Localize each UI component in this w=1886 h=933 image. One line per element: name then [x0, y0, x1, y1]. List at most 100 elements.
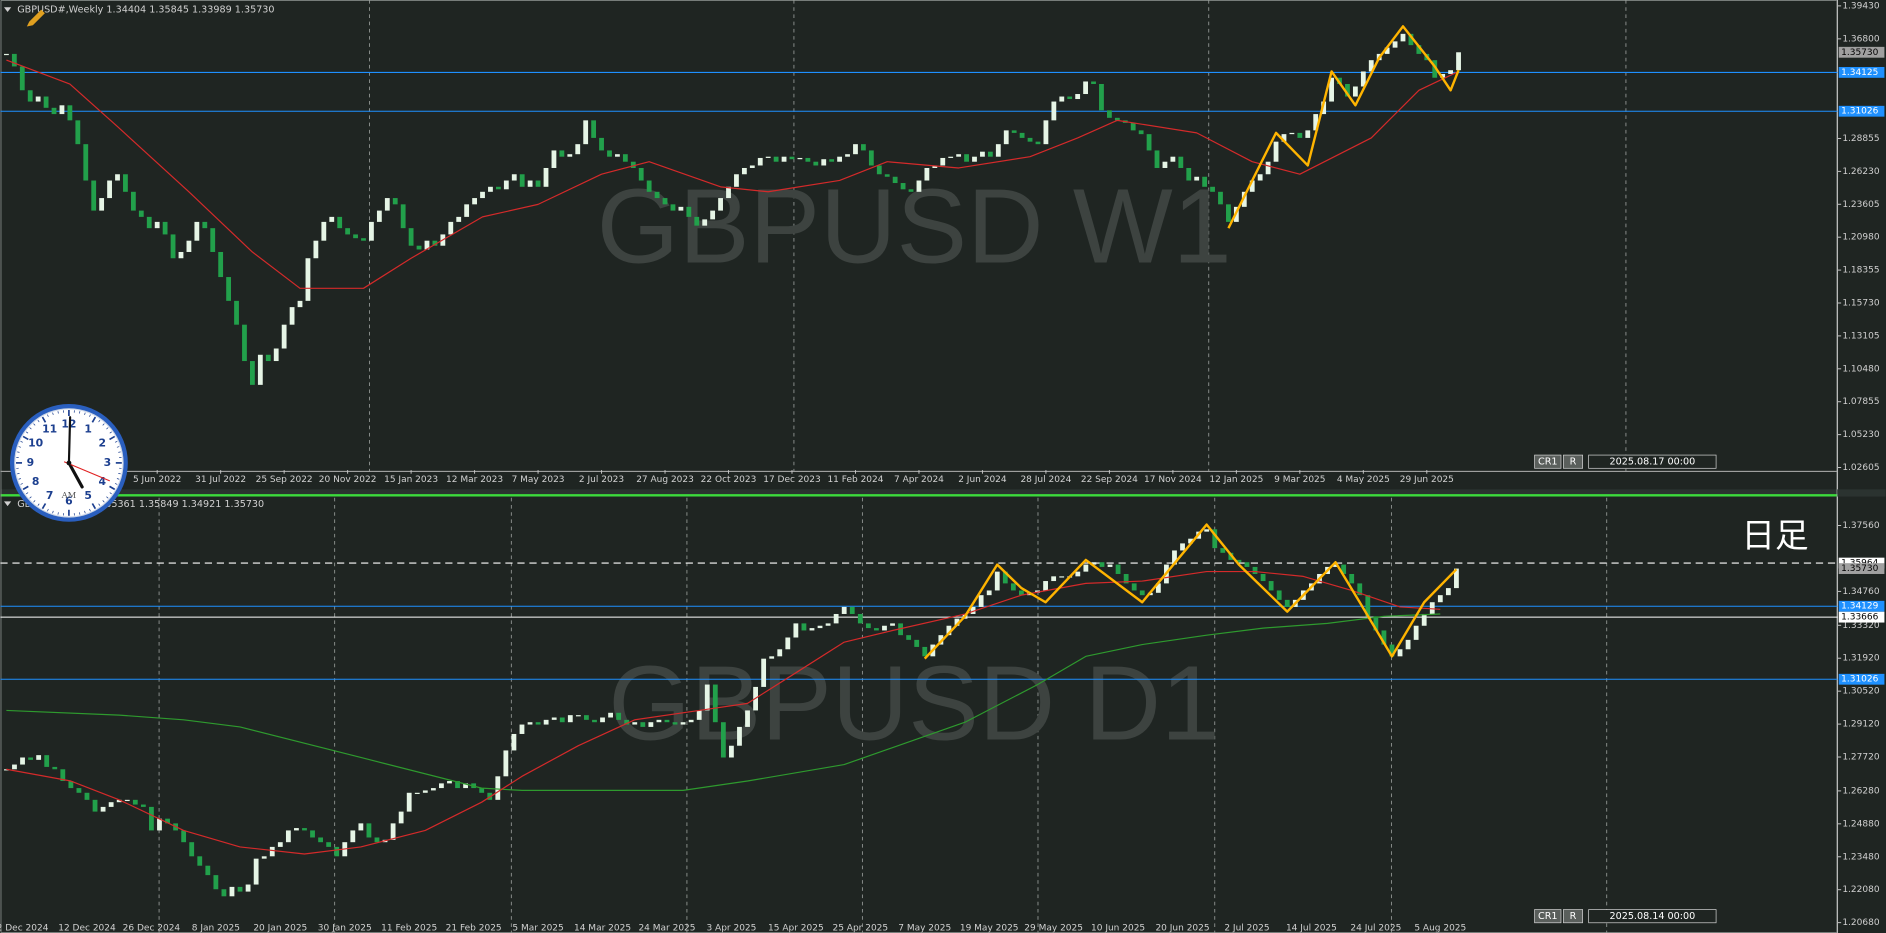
candle-body — [116, 799, 122, 803]
clock-tick — [37, 419, 40, 423]
candle-body — [615, 154, 620, 157]
candle-body — [123, 174, 128, 192]
candle-body — [1138, 130, 1144, 135]
candle-body — [599, 137, 604, 151]
candle-body — [384, 198, 390, 211]
candle-body — [1413, 625, 1419, 640]
candle-body — [535, 180, 541, 187]
menu-triangle — [3, 501, 12, 507]
candle-body — [234, 300, 239, 325]
candle-body — [1352, 86, 1358, 97]
candle-body — [646, 180, 652, 192]
candle-body — [1260, 573, 1266, 582]
candle-body — [448, 221, 454, 235]
candle-body — [761, 658, 767, 687]
x-tick-label: 7 Apr 2024 — [894, 475, 944, 485]
indicator-line — [6, 59, 1459, 289]
candle-body — [149, 806, 154, 831]
candle-body — [302, 828, 307, 831]
candle-body — [932, 165, 938, 168]
candle-body — [205, 865, 211, 876]
price-label-box — [1838, 105, 1885, 117]
clock-tick — [91, 416, 97, 423]
candle-body — [672, 722, 678, 725]
candle-body — [345, 228, 351, 235]
candle-body — [1170, 156, 1176, 162]
candle-body — [464, 204, 470, 217]
clock-numeral: 6 — [65, 494, 73, 507]
clock-tick — [33, 500, 36, 503]
clock-tick — [109, 435, 116, 441]
clock-tick — [33, 423, 36, 426]
indicator-line — [6, 570, 1441, 855]
clock-tick — [37, 503, 40, 506]
candle-body — [400, 204, 406, 229]
candle-body — [456, 216, 462, 222]
price-label-box — [1838, 557, 1885, 569]
candle-body — [916, 180, 922, 192]
candle-body — [906, 635, 912, 640]
candle-body — [726, 186, 731, 199]
candle-body — [392, 198, 398, 205]
candle-body — [170, 234, 176, 259]
candle-body — [1123, 573, 1129, 584]
candle-body — [1180, 543, 1185, 551]
candle-body — [1384, 47, 1390, 54]
candle-body — [1381, 630, 1387, 645]
candle-body — [28, 757, 33, 760]
candle-body — [229, 886, 235, 897]
x-tick-label: 30 Jan 2025 — [318, 924, 372, 933]
clock-tick — [29, 496, 32, 499]
candle-body — [813, 161, 819, 166]
candle-body — [242, 324, 247, 362]
y-tick-label: 1.05230 — [1842, 430, 1879, 440]
candle-body — [479, 788, 485, 793]
chart-header: GBPUSD#,Daily 1.35361 1.35849 1.34921 1.… — [17, 499, 264, 510]
candle-body — [1010, 583, 1016, 591]
candle-body — [1345, 83, 1350, 97]
candle-body — [817, 625, 823, 629]
candle-body — [197, 856, 203, 866]
candle-body — [686, 206, 692, 217]
candle-body — [416, 245, 422, 250]
candle-body — [398, 811, 404, 824]
candle-body — [455, 781, 460, 789]
candle-body — [226, 277, 232, 301]
candle-body — [757, 157, 763, 166]
candle-body — [1067, 96, 1073, 100]
chart-panel: GBPUSD W1 1.39430 1.36800 1.28855 1.26230 1.2… — [0, 1, 1885, 485]
price-label: 1.35730 — [1841, 48, 1878, 58]
x-tick-label: 20 Nov 2022 — [319, 475, 377, 485]
candle-body — [1408, 33, 1414, 46]
candle-body — [1373, 616, 1379, 631]
candle-body — [1210, 186, 1215, 192]
candle-body — [1091, 562, 1097, 565]
x-tick-label: 8 Jan 2025 — [192, 924, 240, 933]
candle-body — [809, 628, 815, 631]
candle-body — [1349, 573, 1355, 584]
candle-body — [1321, 101, 1327, 115]
badge-box — [1563, 454, 1583, 469]
clock-tick — [47, 414, 49, 417]
candle-body — [1341, 564, 1347, 574]
candle-body — [107, 180, 112, 199]
candle-body — [861, 144, 866, 151]
candle-body — [694, 216, 700, 226]
candle-body — [374, 837, 380, 843]
candle-body — [821, 159, 827, 166]
candle-body — [584, 715, 589, 720]
candle-body — [157, 818, 162, 831]
candle-body — [1220, 548, 1226, 553]
candle-body — [1218, 191, 1223, 205]
candle-body — [1003, 130, 1009, 145]
x-tick-label: 19 May 2025 — [960, 924, 1019, 933]
clock-tick — [22, 485, 29, 491]
candle-body — [1002, 571, 1008, 584]
candle-body — [68, 781, 74, 789]
clock-numeral: 9 — [27, 456, 35, 469]
chart-panel: GBPUSD D1 日足 1.37560 1.34760 1.33320 1.31920 1… — [0, 499, 1885, 933]
candle-body — [900, 183, 906, 190]
candle-body — [305, 258, 311, 301]
candle-body — [884, 174, 890, 177]
price-label: 1.34125 — [1841, 68, 1878, 78]
